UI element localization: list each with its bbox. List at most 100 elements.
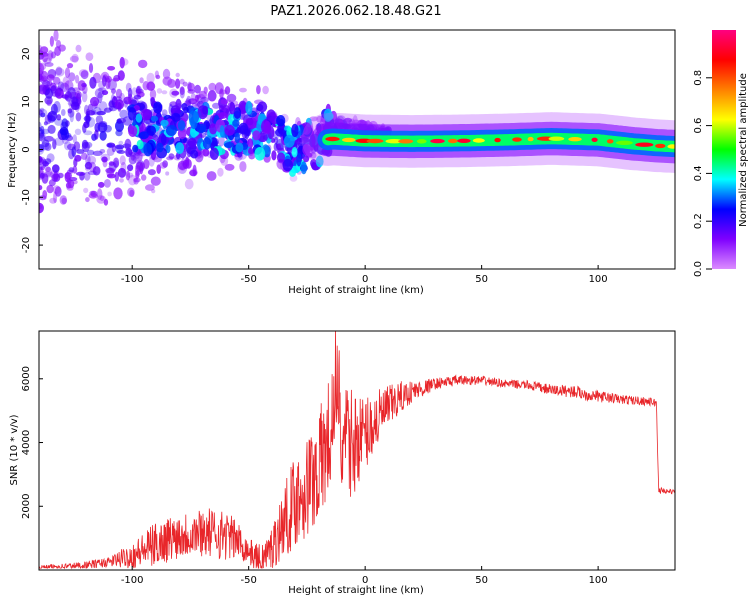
spectral-blob	[41, 51, 49, 63]
spectral-blob	[106, 173, 116, 179]
spectral-blob	[136, 139, 144, 150]
spectral-blob	[97, 188, 103, 201]
spectral-peak	[548, 136, 565, 141]
spectral-blob	[216, 112, 228, 119]
spectral-blob	[71, 53, 79, 64]
spectral-blob	[74, 91, 82, 99]
spectral-blob	[139, 77, 144, 84]
spectral-blob	[252, 130, 261, 141]
spectral-blob	[175, 142, 185, 155]
x-tick-label: 50	[475, 575, 488, 586]
colorbar-label: Normalized spectral amplitude	[738, 73, 749, 227]
spectral-blob	[39, 204, 43, 209]
spectral-blob	[190, 149, 199, 159]
spectral-blob	[103, 107, 112, 113]
y-tick-label: -10	[21, 189, 32, 205]
spectral-blob	[39, 85, 45, 92]
spectral-peak	[448, 138, 458, 144]
spectral-blob	[189, 168, 198, 177]
x-tick-label: 0	[362, 575, 368, 586]
spectral-blob	[209, 147, 219, 160]
spectral-blob	[85, 113, 91, 124]
spectral-blob	[177, 120, 186, 131]
spectral-blob	[106, 147, 115, 156]
x-tick-label: -50	[240, 274, 256, 285]
x-tick-label: 50	[475, 274, 488, 285]
spectral-blob	[116, 150, 126, 154]
spectral-blob	[39, 163, 43, 171]
spectral-blob	[150, 176, 161, 186]
spectral-blob	[208, 82, 217, 92]
spectral-blob	[239, 161, 247, 172]
spectral-blob	[266, 109, 276, 122]
spectral-blob	[112, 77, 120, 82]
x-tick-label: 100	[589, 274, 608, 285]
spectral-blob	[274, 136, 279, 145]
spectral-blob	[75, 112, 82, 122]
spectral-blob	[179, 86, 185, 96]
spectral-blob	[122, 143, 131, 149]
spectral-blob	[92, 166, 101, 176]
spectral-blob	[117, 70, 125, 81]
spectral-blob	[185, 159, 192, 169]
spectral-peak	[527, 136, 534, 142]
spectral-blob	[98, 101, 108, 113]
spectral-blob	[119, 178, 124, 183]
spectral-blob	[95, 115, 104, 125]
spectral-blob	[275, 128, 286, 137]
spectral-blob	[41, 139, 50, 148]
spectral-blob	[200, 96, 209, 103]
spectral-blob	[56, 114, 62, 121]
spectral-blob	[189, 169, 198, 177]
x-tick-label: -100	[121, 274, 144, 285]
spectral-blob	[85, 113, 91, 125]
colorbar-tick-label: 0.6	[693, 118, 704, 134]
spectral-blob	[194, 84, 202, 94]
spectral-blob	[69, 110, 75, 123]
spectral-blob	[117, 167, 127, 178]
spectral-blob	[171, 112, 181, 122]
spectral-blob	[161, 109, 168, 117]
spectral-blob	[53, 191, 58, 204]
snr-y-axis-title: SNR (10 * v/v)	[9, 414, 20, 485]
spectral-blob	[126, 172, 134, 178]
spectral-blob	[86, 110, 96, 116]
spectral-blob	[127, 187, 135, 197]
spectral-blob	[212, 102, 221, 109]
spectral-blob	[51, 173, 61, 182]
spectral-blob	[84, 171, 91, 181]
spectral-blob	[175, 98, 182, 111]
spectral-blob	[102, 75, 107, 87]
spectral-blob	[135, 170, 140, 179]
spectral-blob	[129, 189, 135, 198]
spectral-blob	[108, 99, 114, 112]
spectral-peak	[416, 139, 427, 144]
spectral-blob	[291, 123, 299, 138]
spectral-blob	[115, 144, 125, 150]
spectral-blob	[247, 138, 254, 150]
spectral-blob	[300, 161, 307, 175]
spectral-blob	[82, 84, 88, 94]
snr-plot-area	[39, 331, 675, 570]
spectral-blob	[40, 172, 45, 179]
spectral-blob	[45, 166, 51, 172]
spectral-blob	[179, 86, 185, 93]
x-tick-label: 100	[589, 575, 608, 586]
spectral-blob	[88, 63, 94, 73]
spectral-blob	[103, 198, 109, 206]
spectral-peak	[494, 137, 501, 143]
spectral-peak	[398, 139, 414, 144]
spectral-blob	[71, 146, 77, 157]
spectral-blob	[52, 185, 61, 195]
spectral-blob	[101, 156, 108, 163]
spectral-blob	[55, 66, 63, 76]
spectral-blob	[107, 191, 112, 197]
spectrogram-marks	[39, 30, 675, 214]
spectral-peak	[512, 137, 522, 142]
spectral-blob	[263, 120, 272, 135]
spectral-blob	[175, 72, 180, 78]
spectral-blob	[107, 66, 116, 71]
spectral-blob	[61, 197, 67, 204]
colorbar-tick-label: 0.2	[693, 213, 704, 229]
